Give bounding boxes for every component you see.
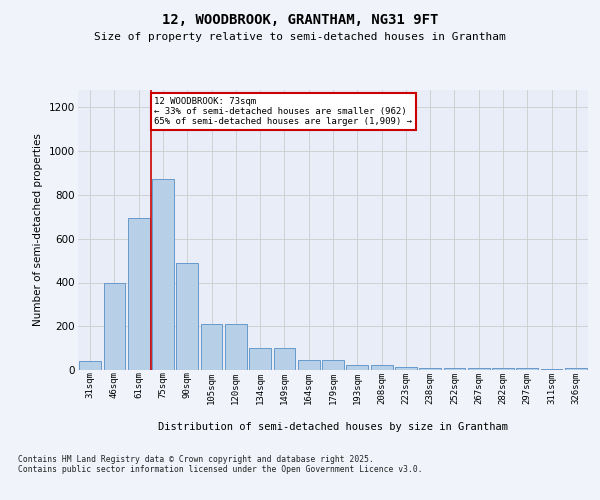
Bar [274, 348, 295, 370]
Bar [104, 282, 125, 370]
Bar [249, 348, 271, 370]
Bar [128, 218, 149, 370]
Bar [346, 364, 368, 370]
Bar [492, 368, 514, 370]
Bar [200, 324, 223, 370]
Text: 12 WOODBROOK: 73sqm
← 33% of semi-detached houses are smaller (962)
65% of semi-: 12 WOODBROOK: 73sqm ← 33% of semi-detach… [155, 96, 413, 126]
Bar [298, 360, 320, 370]
Bar [176, 263, 198, 370]
Y-axis label: Number of semi-detached properties: Number of semi-detached properties [34, 134, 43, 326]
Bar [517, 368, 538, 370]
Text: Contains HM Land Registry data © Crown copyright and database right 2025.
Contai: Contains HM Land Registry data © Crown c… [18, 455, 422, 474]
Bar [371, 364, 392, 370]
Bar [468, 368, 490, 370]
Bar [152, 178, 174, 370]
Text: Distribution of semi-detached houses by size in Grantham: Distribution of semi-detached houses by … [158, 422, 508, 432]
Bar [395, 366, 417, 370]
Bar [565, 368, 587, 370]
Bar [541, 369, 562, 370]
Bar [419, 368, 441, 370]
Bar [443, 368, 466, 370]
Bar [225, 324, 247, 370]
Text: Size of property relative to semi-detached houses in Grantham: Size of property relative to semi-detach… [94, 32, 506, 42]
Bar [322, 360, 344, 370]
Bar [79, 361, 101, 370]
Text: 12, WOODBROOK, GRANTHAM, NG31 9FT: 12, WOODBROOK, GRANTHAM, NG31 9FT [162, 12, 438, 26]
